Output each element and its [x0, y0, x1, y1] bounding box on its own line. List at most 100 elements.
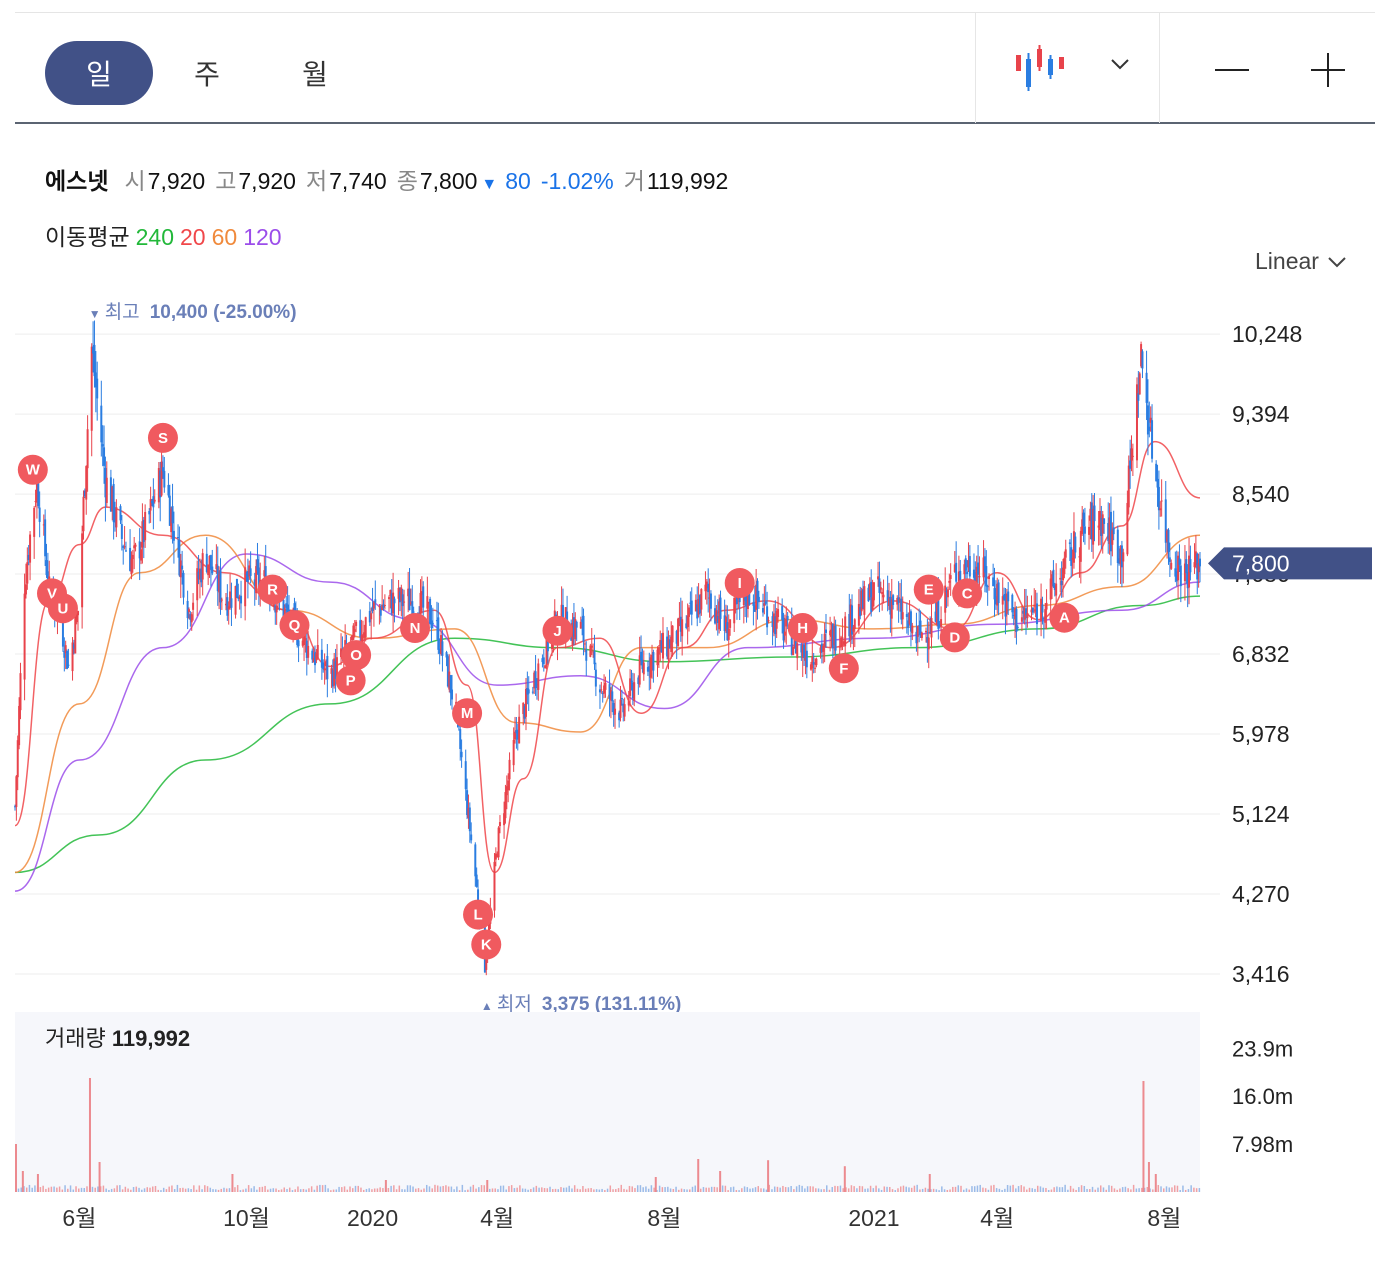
volume-bar	[656, 1189, 658, 1192]
candle-body	[244, 567, 247, 607]
candle-body	[1016, 626, 1019, 628]
event-marker-circle	[147, 422, 178, 453]
candle-body	[489, 909, 492, 924]
high-label: 최고	[105, 301, 140, 323]
candle-body	[186, 600, 189, 619]
candle-body	[468, 807, 471, 832]
volume-bar	[308, 1188, 310, 1192]
candle-body	[1130, 448, 1133, 461]
volume-bar	[913, 1185, 916, 1192]
volume-bar	[1190, 1185, 1192, 1192]
volume-bar	[42, 1185, 44, 1192]
event-marker-circle	[471, 929, 502, 960]
candle-body	[120, 524, 123, 539]
candle-body	[1126, 502, 1129, 555]
scale-selector[interactable]: Linear	[1255, 248, 1349, 275]
candle-body	[205, 553, 208, 572]
volume-bar	[502, 1185, 505, 1192]
volume-bar	[524, 1188, 527, 1192]
candle-body	[1020, 617, 1023, 622]
volume-bar	[1110, 1185, 1113, 1192]
volume-bar	[45, 1188, 47, 1192]
volume-bar	[957, 1185, 960, 1192]
volume-bar	[316, 1185, 318, 1192]
volume-bar	[719, 1171, 722, 1192]
candle-body	[781, 606, 784, 620]
event-marker-label: J	[553, 623, 561, 640]
event-marker-circle	[36, 578, 67, 609]
candle-body	[103, 447, 106, 466]
volume-bar	[168, 1186, 170, 1192]
volume-bar	[409, 1185, 412, 1192]
volume-bar	[812, 1186, 814, 1192]
volume-bar	[143, 1188, 146, 1192]
candle-body	[311, 650, 314, 660]
candle-body	[1197, 563, 1200, 573]
candle-body	[670, 636, 673, 653]
ma-120-label[interactable]: 120	[243, 224, 282, 250]
candle-body	[297, 640, 300, 647]
candle-body	[383, 604, 386, 606]
event-marker-label: A	[1059, 610, 1070, 627]
candle-body	[1064, 549, 1067, 558]
candle-body	[177, 537, 180, 539]
ma-240-label[interactable]: 240	[135, 224, 175, 250]
volume-bar	[560, 1187, 562, 1192]
volume-bar	[719, 1188, 721, 1192]
candle-body	[561, 605, 564, 638]
candle-body	[948, 580, 951, 583]
volume-bar	[357, 1185, 359, 1192]
candle-body	[841, 637, 844, 639]
candle-body	[766, 606, 769, 628]
period-daily-button[interactable]: 일	[45, 41, 153, 105]
ma-20-label[interactable]: 20	[180, 224, 206, 250]
volume-bar	[187, 1188, 190, 1192]
volume-bar	[612, 1189, 614, 1192]
plus-icon[interactable]	[1309, 51, 1347, 94]
candle-body	[964, 558, 967, 571]
candle-body	[859, 607, 862, 617]
price-tick-label: 8,540	[1232, 481, 1290, 507]
candle-body	[704, 584, 707, 592]
chevron-down-icon[interactable]	[1109, 57, 1131, 76]
volume-bar	[820, 1189, 823, 1192]
candle-body	[851, 605, 854, 635]
candle-body	[920, 632, 923, 638]
candle-body	[608, 684, 611, 699]
volume-bar	[91, 1186, 94, 1192]
candle-body	[474, 844, 477, 877]
candle-body	[1022, 610, 1025, 614]
candle-body	[604, 682, 607, 690]
volume-bar	[847, 1188, 850, 1192]
volume-bar	[521, 1188, 524, 1192]
volume-bar	[760, 1188, 762, 1192]
volume-bar	[138, 1187, 140, 1192]
chevron-down-icon	[1328, 256, 1346, 267]
candle-body	[681, 619, 684, 637]
candle-body	[81, 533, 84, 608]
candle-body	[959, 570, 962, 580]
volume-bar	[497, 1189, 499, 1192]
volume-bar	[212, 1189, 214, 1192]
candle-body	[256, 559, 259, 571]
volume-bar	[286, 1189, 288, 1192]
volume-bar	[368, 1188, 370, 1192]
volume-bar	[190, 1189, 192, 1192]
candle-body	[738, 589, 741, 603]
period-weekly-button[interactable]: 주	[194, 59, 220, 90]
volume-bar	[154, 1185, 157, 1192]
ma-60-label[interactable]: 60	[211, 224, 238, 250]
candle-body	[829, 630, 832, 636]
period-monthly-button[interactable]: 월	[302, 59, 328, 90]
volume-bar	[275, 1188, 277, 1192]
volume-bar	[272, 1188, 275, 1192]
candle-body	[418, 620, 421, 622]
time-tick-label: 2020	[347, 1205, 398, 1231]
candle-body	[1166, 530, 1169, 542]
candle-body	[792, 646, 795, 656]
volume-bar	[242, 1189, 244, 1192]
candlestick-icon[interactable]	[1015, 43, 1065, 98]
candle-body	[470, 834, 473, 841]
volume-bar	[932, 1188, 935, 1192]
minus-icon[interactable]	[1213, 55, 1251, 90]
